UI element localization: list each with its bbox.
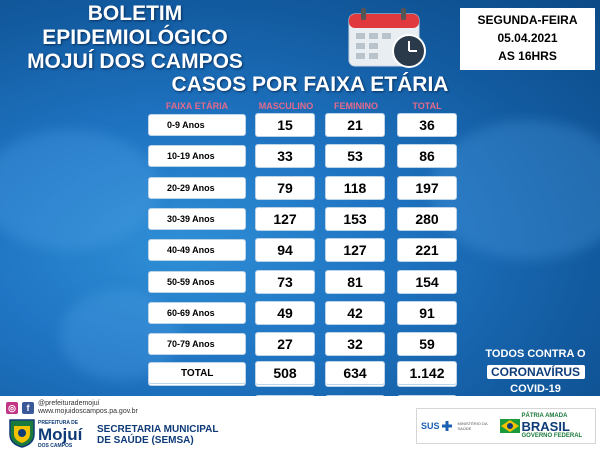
female-cell: 127 bbox=[325, 238, 385, 262]
social-handle[interactable]: @prefeiturademojuí bbox=[38, 400, 100, 407]
title-line-1: BOLETIM bbox=[87, 2, 183, 25]
facebook-icon[interactable]: f bbox=[22, 402, 34, 414]
column-header-female: FEMININO bbox=[334, 101, 378, 111]
date: 05.04.2021 bbox=[497, 31, 558, 45]
column-header-total: TOTAL bbox=[412, 101, 442, 111]
female-cell: 42 bbox=[325, 301, 385, 325]
instagram-icon[interactable]: ◎ bbox=[6, 402, 18, 414]
time: AS 16HRS bbox=[498, 49, 557, 63]
female-cell: 53 bbox=[325, 144, 385, 168]
male-cell: 33 bbox=[255, 144, 315, 168]
sus-label: SUS bbox=[421, 421, 440, 431]
section-title: CASOS POR FAIXA ETÁRIA bbox=[171, 73, 449, 96]
social-text: @prefeiturademojuí www.mojuidoscampos.pa… bbox=[38, 400, 138, 416]
age-cell: 0-9 Anos bbox=[148, 114, 246, 136]
plus-icon bbox=[441, 421, 452, 431]
total-cell: 91 bbox=[397, 301, 457, 325]
age-cell: 60-69 Anos bbox=[148, 302, 246, 324]
male-cell: 79 bbox=[255, 176, 315, 200]
prefecture-small: PREFEITURA DE bbox=[38, 420, 79, 426]
total-cell: 86 bbox=[397, 144, 457, 168]
total-cell: 221 bbox=[397, 238, 457, 262]
calendar-clock-icon bbox=[348, 8, 426, 68]
background-blob bbox=[430, 120, 600, 260]
ministry-label: MINISTÉRIO DA SAÚDE bbox=[457, 421, 488, 431]
male-cell: 27 bbox=[255, 332, 315, 356]
brasil-text: PÁTRIA AMADA BRASIL GOVERNO FEDERAL bbox=[522, 413, 583, 440]
campaign-banner: TODOS CONTRA O CORONAVÍRUS COVID-19 bbox=[478, 348, 593, 395]
date-box: SEGUNDA-FEIRA 05.04.2021 AS 16HRS bbox=[460, 8, 595, 70]
male-cell: 127 bbox=[255, 207, 315, 231]
column-header-age: FAIXA ETÁRIA bbox=[165, 101, 229, 111]
secretariat-line-1: SECRETARIA MUNICIPAL bbox=[97, 424, 219, 435]
male-cell: 15 bbox=[255, 113, 315, 137]
weekday: SEGUNDA-FEIRA bbox=[477, 13, 578, 27]
prefecture-town: Mojuí bbox=[38, 425, 83, 444]
age-cell: 10-19 Anos bbox=[148, 145, 246, 167]
campaign-line-3: COVID-19 bbox=[510, 383, 561, 395]
social-links: ◎ f @prefeiturademojuí www.mojuidoscampo… bbox=[6, 400, 138, 416]
female-cell: 81 bbox=[325, 270, 385, 294]
brasil-logo: PÁTRIA AMADA BRASIL GOVERNO FEDERAL bbox=[499, 413, 583, 440]
total-cell: 154 bbox=[397, 270, 457, 294]
total-female: 634 bbox=[325, 361, 385, 385]
male-cell: 94 bbox=[255, 238, 315, 262]
age-cell: 40-49 Anos bbox=[148, 239, 246, 261]
female-cell: 118 bbox=[325, 176, 385, 200]
brasil-big: BRASIL bbox=[521, 418, 570, 434]
total-row-label: TOTAL bbox=[148, 362, 246, 384]
total-all: 1.142 bbox=[397, 361, 457, 385]
bulletin-title: BOLETIM EPIDEMIOLÓGICO MOJUÍ DOS CAMPOS bbox=[10, 2, 260, 74]
secretariat-line-2: DE SAÚDE (SEMSA) bbox=[97, 435, 194, 446]
background-blob bbox=[0, 130, 160, 250]
campaign-line-1: TODOS CONTRA O bbox=[485, 348, 586, 360]
male-cell: 49 bbox=[255, 301, 315, 325]
total-cell: 197 bbox=[397, 176, 457, 200]
age-cell: 50-59 Anos bbox=[148, 271, 246, 293]
prefecture-logo bbox=[9, 419, 35, 448]
brasil-small: PÁTRIA AMADA bbox=[521, 412, 568, 419]
campaign-line-2: CORONAVÍRUS bbox=[486, 365, 585, 379]
health-secretariat: SECRETARIA MUNICIPAL DE SAÚDE (SEMSA) bbox=[97, 424, 218, 446]
government-logos: SUS MINISTÉRIO DA SAÚDE PÁTRIA AMADA BRA… bbox=[416, 408, 596, 444]
female-cell: 153 bbox=[325, 207, 385, 231]
age-cell: 70-79 Anos bbox=[148, 333, 246, 355]
brasil-gov: GOVERNO FEDERAL bbox=[521, 432, 583, 439]
title-line-3: MOJUÍ DOS CAMPOS bbox=[27, 50, 243, 73]
age-cell: 30-39 Anos bbox=[148, 208, 246, 230]
prefecture-sub: DOS CAMPOS bbox=[38, 443, 73, 449]
prefecture-name: PREFEITURA DE Mojuí DOS CAMPOS bbox=[38, 420, 82, 449]
total-cell: 59 bbox=[397, 332, 457, 356]
brazil-flag-icon bbox=[499, 419, 520, 433]
total-cell: 36 bbox=[397, 113, 457, 137]
female-cell: 32 bbox=[325, 332, 385, 356]
title-line-2: EPIDEMIOLÓGICO bbox=[42, 26, 228, 49]
total-cell: 280 bbox=[397, 207, 457, 231]
male-cell: 73 bbox=[255, 270, 315, 294]
female-cell: 21 bbox=[325, 113, 385, 137]
age-cell: 20-29 Anos bbox=[148, 177, 246, 199]
sus-logo: SUS bbox=[421, 421, 452, 431]
website-link[interactable]: www.mojuidoscampos.pa.gov.br bbox=[38, 408, 138, 415]
column-header-male: MASCULINO bbox=[258, 101, 314, 111]
total-male: 508 bbox=[255, 361, 315, 385]
